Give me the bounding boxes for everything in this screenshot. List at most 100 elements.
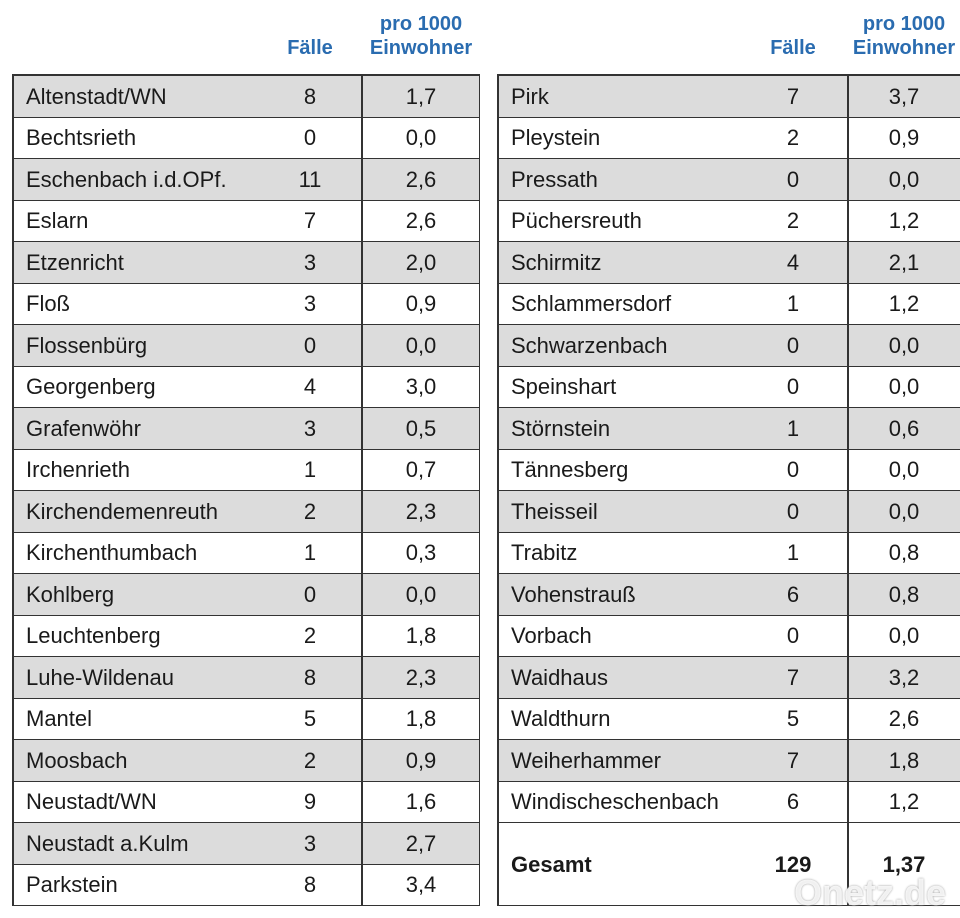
rate: 2,1 xyxy=(888,249,920,275)
top-border xyxy=(497,74,960,76)
table-row xyxy=(12,366,480,408)
rate: 1,6 xyxy=(405,789,437,815)
place-name: Kirchendemenreuth xyxy=(26,498,219,524)
total-row xyxy=(497,823,960,906)
table-row xyxy=(497,740,960,782)
cases: 3 xyxy=(303,249,317,275)
rate: 2,3 xyxy=(405,498,437,524)
place-name: Floß xyxy=(26,291,70,317)
table-row xyxy=(497,491,960,533)
place-name: Tännesberg xyxy=(511,457,629,483)
header-cases: Fälle xyxy=(287,37,333,59)
cases: 2 xyxy=(786,208,800,234)
table-edge xyxy=(497,76,499,906)
place-name: Luhe-Wildenau xyxy=(26,664,174,690)
cases: 0 xyxy=(786,332,800,358)
table-row xyxy=(12,408,480,450)
cases: 1 xyxy=(786,540,800,566)
rate: 0,7 xyxy=(405,457,437,483)
cases: 2 xyxy=(303,623,317,649)
place-name: Parkstein xyxy=(26,872,118,898)
cases: 0 xyxy=(786,623,800,649)
rate: 0,0 xyxy=(888,498,920,524)
total-rate: 1,37 xyxy=(882,851,926,877)
cases: 4 xyxy=(303,374,317,400)
watermark: Onetz.de xyxy=(793,872,946,913)
rate: 0,0 xyxy=(888,166,920,192)
cases: 9 xyxy=(303,789,317,815)
place-name: Kirchenthumbach xyxy=(26,540,198,566)
place-name: Mantel xyxy=(26,706,93,732)
table-row xyxy=(497,408,960,450)
rate: 3,0 xyxy=(405,374,437,400)
rate: 2,6 xyxy=(888,706,920,732)
table-row xyxy=(497,242,960,284)
table-row xyxy=(12,574,480,616)
table-row xyxy=(12,698,480,740)
place-name: Waidhaus xyxy=(511,664,609,690)
cases: 1 xyxy=(786,415,800,441)
place-name: Neustadt a.Kulm xyxy=(26,830,189,856)
place-name: Eschenbach i.d.OPf. xyxy=(26,166,227,192)
rate: 0,0 xyxy=(888,457,920,483)
place-name: Grafenwöhr xyxy=(26,415,141,441)
table-row xyxy=(12,864,480,906)
table-row xyxy=(12,823,480,865)
place-name: Moosbach xyxy=(26,747,128,773)
table-row xyxy=(497,698,960,740)
table-row xyxy=(12,615,480,657)
rate: 0,9 xyxy=(405,747,437,773)
place-name: Schwarzenbach xyxy=(511,332,668,358)
place-name: Püchersreuth xyxy=(511,208,642,234)
table-row xyxy=(12,283,480,325)
cases: 8 xyxy=(303,872,317,898)
table-edge xyxy=(478,76,480,906)
cases: 0 xyxy=(786,498,800,524)
table-row xyxy=(497,781,960,823)
rate: 1,8 xyxy=(888,747,920,773)
rate: 0,0 xyxy=(888,374,920,400)
cases: 2 xyxy=(786,125,800,151)
table-row xyxy=(12,449,480,491)
cases: 8 xyxy=(303,83,317,109)
cases: 0 xyxy=(786,166,800,192)
place-name: Speinshart xyxy=(511,374,617,400)
place-name: Vorbach xyxy=(511,623,592,649)
cases: 3 xyxy=(303,830,317,856)
place-name: Leuchtenberg xyxy=(26,623,161,649)
cases: 6 xyxy=(786,581,800,607)
rate: 0,0 xyxy=(405,332,437,358)
table-row xyxy=(12,76,480,118)
place-name: Schirmitz xyxy=(511,249,602,275)
cases: 5 xyxy=(303,706,317,732)
header-cases: Fälle xyxy=(770,37,816,59)
rate: 1,8 xyxy=(405,706,437,732)
rate: 3,2 xyxy=(888,664,920,690)
cases: 8 xyxy=(303,664,317,690)
rate: 0,0 xyxy=(405,125,437,151)
place-name: Theisseil xyxy=(511,498,598,524)
rate: 2,6 xyxy=(405,166,437,192)
table-row xyxy=(12,200,480,242)
table-row xyxy=(497,200,960,242)
cases: 5 xyxy=(786,706,800,732)
cases: 0 xyxy=(786,374,800,400)
table-row xyxy=(497,117,960,159)
top-border xyxy=(12,74,480,76)
header-rate: pro 1000 xyxy=(862,13,946,35)
cases: 0 xyxy=(303,332,317,358)
header-rate: pro 1000 xyxy=(379,13,463,35)
cases: 4 xyxy=(786,249,800,275)
table-row xyxy=(12,117,480,159)
table-row xyxy=(497,449,960,491)
cases: 1 xyxy=(786,291,800,317)
table-edge xyxy=(12,76,14,906)
rate: 0,0 xyxy=(888,623,920,649)
cases: 3 xyxy=(303,415,317,441)
column-divider xyxy=(361,76,363,906)
cases: 0 xyxy=(303,581,317,607)
cases: 0 xyxy=(786,457,800,483)
table-row xyxy=(497,325,960,367)
cases: 1 xyxy=(303,540,317,566)
